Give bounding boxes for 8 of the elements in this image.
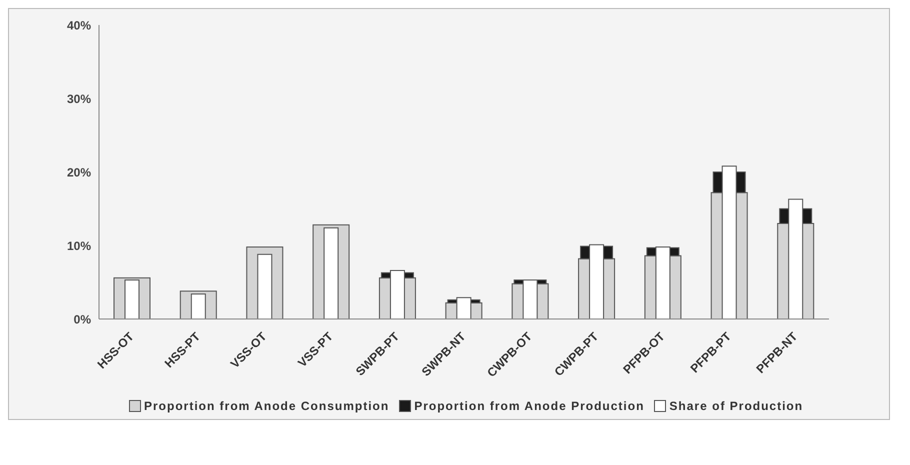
legend-label: Proportion from Anode Production — [413, 399, 644, 413]
y-tick-label: 20% — [66, 165, 92, 180]
y-tick-label: 30% — [66, 92, 92, 106]
legend-label: Proportion from Anode Consumption — [143, 399, 390, 413]
y-tick-label: 0% — [74, 312, 92, 326]
legend-label: Share of Production — [668, 399, 804, 413]
y-tick-label: 40% — [66, 18, 92, 32]
y-tick-label: 10% — [66, 238, 92, 253]
